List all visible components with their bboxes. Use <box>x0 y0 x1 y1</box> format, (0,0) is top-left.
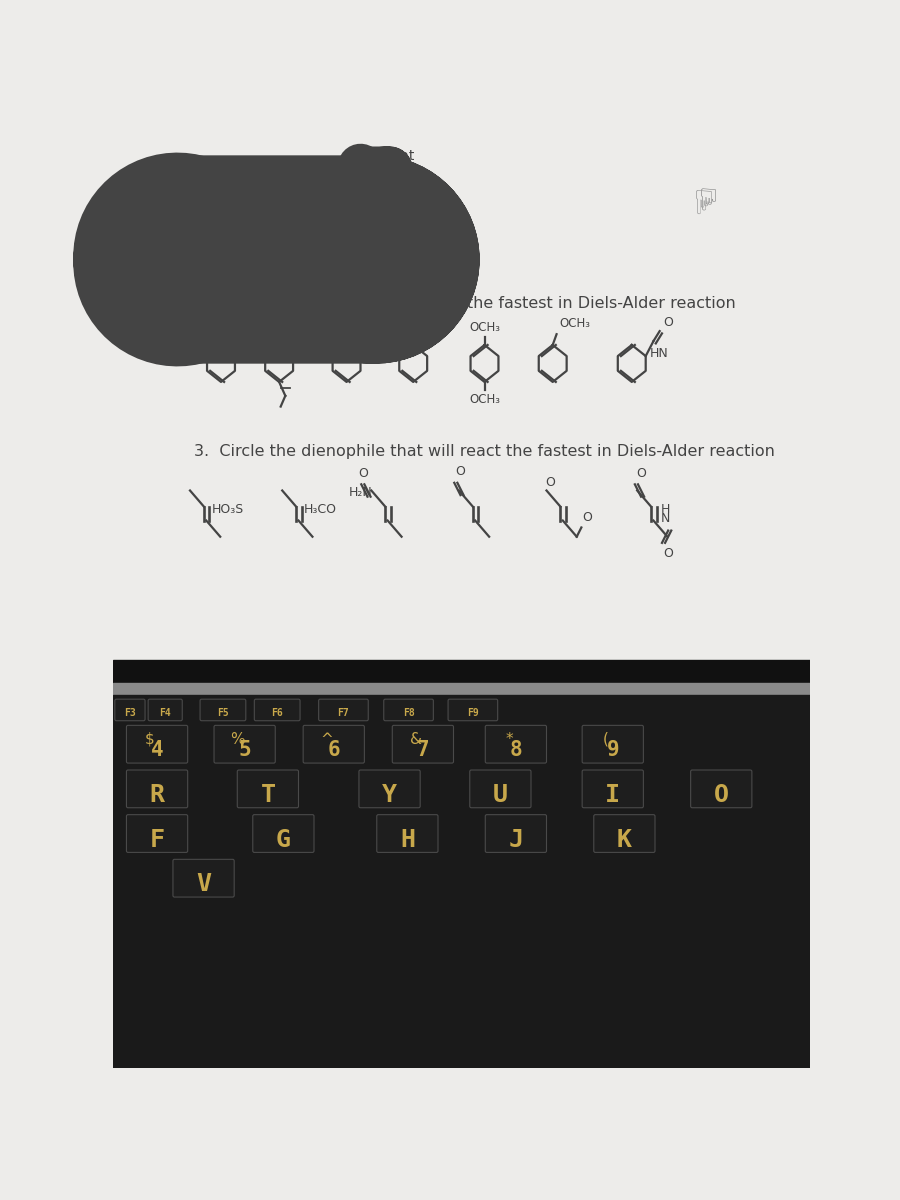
Text: H₂N: H₂N <box>349 486 373 498</box>
FancyBboxPatch shape <box>173 859 234 898</box>
FancyBboxPatch shape <box>582 725 644 763</box>
Bar <box>112 660 810 683</box>
Text: O: O <box>663 547 673 560</box>
Text: O: O <box>714 784 729 808</box>
Bar <box>112 144 810 660</box>
Text: $: $ <box>145 732 155 746</box>
Text: J: J <box>508 828 524 852</box>
Text: F3: F3 <box>124 708 136 719</box>
FancyBboxPatch shape <box>148 700 182 721</box>
FancyBboxPatch shape <box>383 700 434 721</box>
FancyBboxPatch shape <box>582 770 644 808</box>
FancyBboxPatch shape <box>126 725 188 763</box>
Text: H: H <box>661 503 670 516</box>
Text: OCH₃: OCH₃ <box>469 322 500 334</box>
Text: O: O <box>662 316 672 329</box>
Text: F6: F6 <box>271 708 284 719</box>
Text: T: T <box>260 784 275 808</box>
FancyBboxPatch shape <box>238 770 299 808</box>
Text: F7: F7 <box>338 708 349 719</box>
Text: HN: HN <box>650 347 669 360</box>
Text: +: + <box>288 156 303 174</box>
FancyBboxPatch shape <box>485 815 546 852</box>
Text: SO₃H: SO₃H <box>300 181 332 194</box>
Text: ☜: ☜ <box>695 182 724 210</box>
Text: &: & <box>410 732 422 746</box>
Text: O: O <box>545 476 555 488</box>
Text: *: * <box>505 732 513 746</box>
Text: NO₂: NO₂ <box>338 317 363 330</box>
Text: O: O <box>455 466 465 478</box>
Text: (: ( <box>603 732 608 746</box>
FancyBboxPatch shape <box>115 700 145 721</box>
Text: %: % <box>230 732 245 746</box>
Text: 8: 8 <box>509 740 522 761</box>
Text: 9: 9 <box>607 740 619 761</box>
Text: 7: 7 <box>417 740 429 761</box>
Text: I: I <box>606 784 620 808</box>
Text: 5: 5 <box>238 740 251 761</box>
Text: HO₃S: HO₃S <box>212 503 244 516</box>
FancyBboxPatch shape <box>319 700 368 721</box>
Bar <box>112 683 810 695</box>
Text: K: K <box>616 828 632 852</box>
Text: O: O <box>359 467 368 480</box>
FancyBboxPatch shape <box>255 700 300 721</box>
FancyBboxPatch shape <box>200 700 246 721</box>
Text: N: N <box>661 512 670 526</box>
FancyBboxPatch shape <box>392 725 454 763</box>
Text: R: R <box>149 784 165 808</box>
Text: heat: heat <box>383 149 415 163</box>
Bar <box>112 695 810 1103</box>
Text: F8: F8 <box>402 708 414 719</box>
Text: O: O <box>196 311 206 324</box>
Text: 6: 6 <box>328 740 340 761</box>
FancyBboxPatch shape <box>253 815 314 852</box>
Text: OCH₃: OCH₃ <box>559 317 590 330</box>
Text: O: O <box>636 467 646 480</box>
FancyBboxPatch shape <box>485 725 546 763</box>
Text: OCH₃: OCH₃ <box>469 392 500 406</box>
FancyBboxPatch shape <box>303 725 364 763</box>
FancyBboxPatch shape <box>126 770 188 808</box>
FancyBboxPatch shape <box>594 815 655 852</box>
Text: Y: Y <box>382 784 397 808</box>
FancyBboxPatch shape <box>214 725 275 763</box>
Text: 4: 4 <box>151 740 164 761</box>
Text: H: H <box>400 828 415 852</box>
Text: H₃CO: H₃CO <box>304 503 337 516</box>
Text: ^: ^ <box>320 732 333 746</box>
Text: heat: heat <box>372 239 403 253</box>
FancyBboxPatch shape <box>448 700 498 721</box>
Text: F5: F5 <box>217 708 229 719</box>
Text: d.: d. <box>221 221 239 239</box>
FancyBboxPatch shape <box>377 815 438 852</box>
FancyBboxPatch shape <box>690 770 752 808</box>
Text: F4: F4 <box>159 708 171 719</box>
Text: F9: F9 <box>467 708 479 719</box>
FancyBboxPatch shape <box>359 770 420 808</box>
Text: G: G <box>276 828 291 852</box>
Text: 3.  Circle the dienophile that will react the fastest in Diels-Alder reaction: 3. Circle the dienophile that will react… <box>194 444 775 460</box>
Text: +: + <box>323 256 338 274</box>
Text: O: O <box>582 511 592 524</box>
Text: F: F <box>149 828 165 852</box>
Text: U: U <box>493 784 508 808</box>
Text: V: V <box>196 872 211 896</box>
FancyBboxPatch shape <box>470 770 531 808</box>
FancyBboxPatch shape <box>126 815 188 852</box>
Text: ☜: ☜ <box>688 185 720 215</box>
Text: 2.  Circle the diene that will react the fastest in Diels-Alder reaction: 2. Circle the diene that will react the … <box>194 296 735 312</box>
